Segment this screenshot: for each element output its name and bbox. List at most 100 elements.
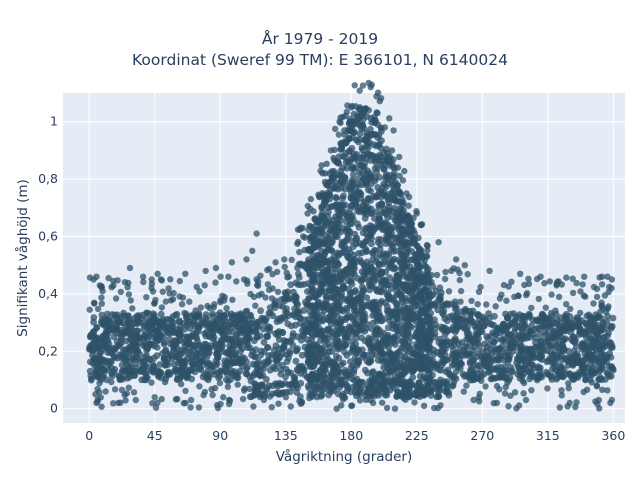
data-point — [260, 338, 268, 346]
data-point — [283, 388, 290, 396]
data-point — [272, 259, 279, 266]
data-point — [88, 377, 95, 384]
data-point — [608, 276, 616, 283]
data-point — [103, 330, 111, 338]
data-point — [598, 346, 606, 353]
y-tick-label: 0 — [50, 401, 58, 416]
data-point — [606, 283, 613, 291]
data-point — [304, 210, 311, 217]
data-point — [263, 375, 270, 383]
data-point — [418, 308, 425, 315]
data-point — [403, 390, 410, 397]
data-point — [358, 304, 366, 312]
data-point — [292, 279, 300, 287]
data-point — [282, 291, 290, 299]
data-point — [352, 315, 360, 323]
data-point — [544, 314, 552, 322]
data-point — [337, 275, 345, 283]
data-point — [513, 405, 520, 412]
data-point — [556, 404, 563, 411]
data-point — [535, 295, 542, 303]
data-point — [374, 89, 382, 96]
data-point — [231, 320, 239, 328]
data-point — [178, 370, 186, 378]
data-point — [434, 306, 442, 314]
data-point — [457, 287, 465, 295]
data-point — [537, 317, 545, 325]
data-point — [426, 337, 434, 345]
data-point — [398, 265, 405, 273]
data-point — [225, 378, 232, 385]
data-point — [98, 283, 105, 291]
data-point — [380, 364, 388, 371]
data-point — [329, 273, 337, 281]
data-point — [91, 346, 98, 354]
data-point — [342, 266, 350, 274]
data-point — [588, 337, 596, 345]
data-point — [442, 268, 449, 276]
data-point — [120, 346, 127, 354]
data-point — [283, 358, 291, 365]
data-point — [557, 314, 564, 322]
data-point — [399, 364, 407, 371]
data-point — [374, 109, 381, 117]
data-point — [462, 307, 469, 314]
data-point — [417, 294, 425, 301]
data-point — [554, 343, 562, 351]
data-point — [536, 364, 544, 372]
data-point — [418, 364, 425, 372]
data-point — [421, 286, 429, 294]
data-point — [476, 390, 483, 397]
data-point — [348, 402, 355, 409]
data-point — [573, 350, 581, 358]
data-point — [129, 305, 136, 312]
data-point — [140, 278, 147, 286]
x-tick-label: 180 — [339, 428, 363, 443]
data-point — [337, 146, 344, 153]
data-point — [264, 325, 272, 333]
data-point — [425, 345, 432, 353]
data-point — [158, 395, 165, 403]
data-point — [595, 356, 603, 363]
data-point — [330, 184, 337, 192]
data-point — [534, 377, 541, 384]
data-point — [275, 391, 282, 398]
data-point — [272, 330, 279, 338]
data-point — [215, 374, 223, 382]
data-point — [394, 214, 401, 222]
x-tick-label: 0 — [85, 428, 93, 443]
data-point — [525, 368, 533, 376]
data-point — [585, 311, 593, 319]
data-point — [376, 98, 383, 105]
data-point — [558, 387, 565, 394]
data-point — [524, 333, 532, 340]
data-point — [393, 247, 400, 255]
data-point — [305, 226, 312, 234]
data-point — [149, 368, 157, 376]
data-point — [230, 350, 238, 358]
data-point — [453, 310, 461, 317]
data-point — [311, 237, 319, 245]
data-point — [413, 210, 420, 217]
data-point — [187, 396, 195, 404]
data-point — [94, 361, 102, 369]
data-point — [257, 307, 264, 315]
data-point — [409, 374, 417, 381]
data-point — [437, 402, 444, 409]
data-point — [528, 322, 536, 329]
data-point — [500, 281, 508, 289]
data-point — [187, 404, 194, 411]
data-point — [252, 302, 259, 309]
data-point — [217, 400, 224, 408]
data-point — [250, 337, 258, 345]
data-point — [263, 332, 271, 340]
data-point — [156, 361, 164, 368]
data-point — [388, 147, 396, 154]
data-point — [364, 369, 371, 377]
data-point — [369, 319, 377, 327]
data-point — [217, 367, 225, 374]
data-point — [191, 322, 198, 330]
data-point — [378, 200, 385, 208]
data-point — [345, 136, 352, 143]
